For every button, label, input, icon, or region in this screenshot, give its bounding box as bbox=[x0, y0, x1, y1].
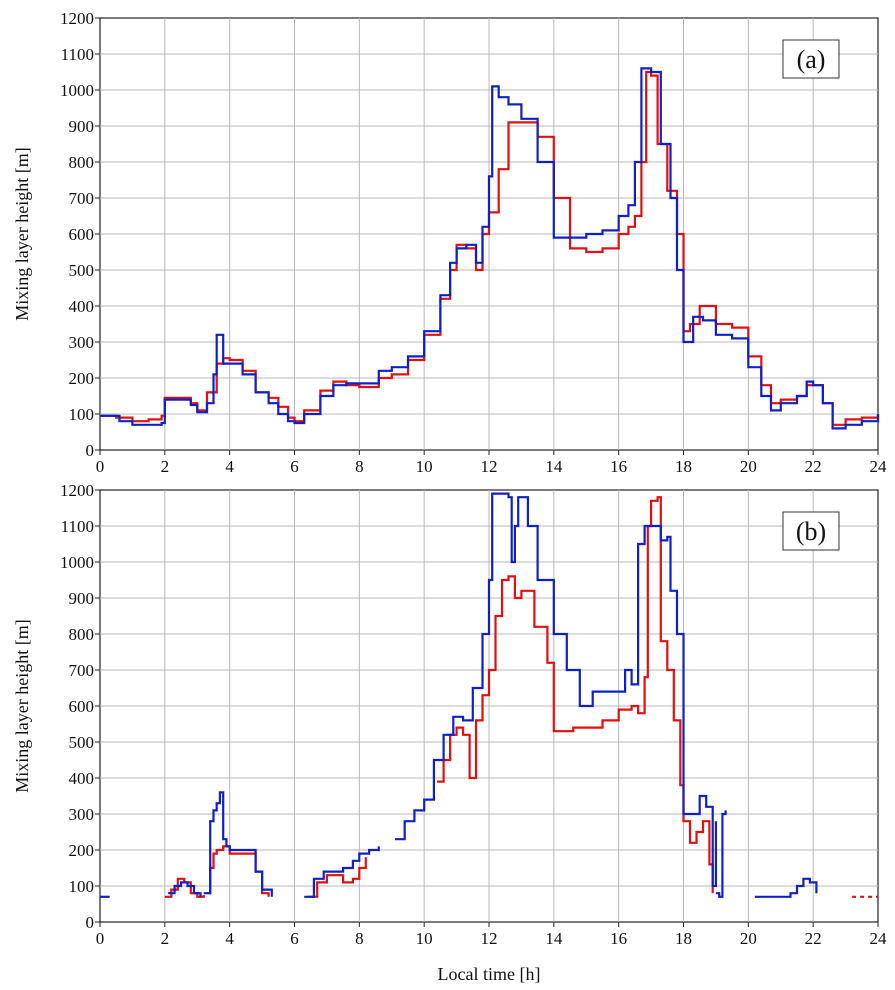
panel-b-x-tick-label: 0 bbox=[96, 929, 105, 948]
panel-b-x-tick-label: 18 bbox=[675, 929, 692, 948]
panel-b-x-tick-label: 20 bbox=[740, 929, 757, 948]
panel-b-series-2-line bbox=[395, 492, 717, 888]
panel-a-y-tick-label: 0 bbox=[86, 441, 95, 460]
panel-b-grid bbox=[100, 490, 878, 922]
panel-a-x-tick-label: 18 bbox=[675, 457, 692, 476]
panel-a-y-tick-label: 800 bbox=[69, 153, 95, 172]
panel-a-x-tick-label: 22 bbox=[805, 457, 822, 476]
panel-b-y-ticks: 0 100 200 300 400 500 600 700 800 900 1000 1100 1200 bbox=[60, 481, 100, 932]
panel-a-y-tick-label: 100 bbox=[69, 405, 95, 424]
panel-b-x-tick-label: 12 bbox=[481, 929, 498, 948]
panel-b: 0100200300400500600700800900100011001200… bbox=[12, 481, 887, 948]
panel-a-label-box: (a) bbox=[782, 39, 840, 79]
panel-a-y-tick-label: 900 bbox=[69, 117, 95, 136]
panel-b-series-2-line bbox=[304, 846, 380, 898]
panel-a-y-tick-label: 1100 bbox=[61, 45, 94, 64]
panel-b-x-tick-label: 14 bbox=[545, 929, 563, 948]
panel-a-x-tick-label: 16 bbox=[610, 457, 627, 476]
panel-a-x-tick-label: 20 bbox=[740, 457, 757, 476]
panel-b-x-tick-label: 4 bbox=[225, 929, 234, 948]
panel-b-x-tick-label: 10 bbox=[416, 929, 433, 948]
panel-b-y-tick-label: 1200 bbox=[60, 481, 94, 500]
panel-b-series-2-line bbox=[168, 881, 202, 897]
panel-a-x-tick-label: 6 bbox=[290, 457, 299, 476]
panel-b-y-tick-label: 500 bbox=[69, 733, 95, 752]
panel-b-series-1-line bbox=[307, 857, 367, 898]
panel-a-x-tick-label: 8 bbox=[355, 457, 364, 476]
panel-b-x-tick-label: 24 bbox=[870, 929, 888, 948]
x-axis-label: Local time [h] bbox=[438, 964, 541, 984]
panel-a-x-tick-label: 4 bbox=[225, 457, 234, 476]
panel-a-x-tick-label: 12 bbox=[481, 457, 498, 476]
panel-a-y-tick-label: 200 bbox=[69, 369, 95, 388]
panel-b-y-tick-label: 600 bbox=[69, 697, 95, 716]
panel-b-series-2-line bbox=[715, 810, 727, 898]
panel-b-y-tick-label: 200 bbox=[69, 841, 95, 860]
panel-b-x-tick-label: 6 bbox=[290, 929, 299, 948]
panel-b-y-tick-label: 900 bbox=[69, 589, 95, 608]
panel-b-x-ticks: 0 2 4 6 8 10 12 14 16 18 20 22 24 bbox=[96, 922, 887, 948]
panel-b-y-tick-label: 700 bbox=[69, 661, 95, 680]
panel-a-y-tick-label: 400 bbox=[69, 297, 95, 316]
panel-a-y-tick-label: 500 bbox=[69, 261, 95, 280]
panel-a-ylabel: Mixing layer height [m] bbox=[12, 147, 32, 320]
panel-b-series bbox=[100, 492, 878, 898]
panel-a-x-tick-label: 10 bbox=[416, 457, 433, 476]
panel-a-series-2-line bbox=[100, 67, 880, 430]
panel-b-x-tick-label: 2 bbox=[161, 929, 170, 948]
panel-b-y-tick-label: 1100 bbox=[61, 517, 94, 536]
panel-b-ylabel: Mixing layer height [m] bbox=[12, 619, 32, 792]
panel-b-y-tick-label: 300 bbox=[69, 805, 95, 824]
panel-a-series bbox=[100, 67, 880, 430]
panel-b-y-tick-label: 1000 bbox=[60, 553, 94, 572]
panel-b-y-tick-label: 800 bbox=[69, 625, 95, 644]
panel-b-label: (b) bbox=[796, 517, 826, 546]
panel-a-y-tick-label: 300 bbox=[69, 333, 95, 352]
panel-a: 0100200300400500600700800900100011001200… bbox=[12, 9, 887, 476]
panel-a-y-tick-label: 1200 bbox=[60, 9, 94, 28]
panel-a-x-tick-label: 24 bbox=[870, 457, 888, 476]
panel-b-y-tick-label: 0 bbox=[86, 913, 95, 932]
panel-a-x-tick-label: 0 bbox=[96, 457, 105, 476]
panel-b-x-tick-label: 16 bbox=[610, 929, 627, 948]
panel-a-y-tick-label: 600 bbox=[69, 225, 95, 244]
panel-b-x-tick-label: 8 bbox=[355, 929, 364, 948]
panel-a-x-ticks: 0 2 4 6 8 10 12 14 16 18 20 22 24 bbox=[96, 450, 887, 476]
panel-b-label-box: (b) bbox=[782, 511, 840, 551]
panel-b-series-2-line bbox=[754, 877, 818, 898]
panel-b-y-tick-label: 100 bbox=[69, 877, 95, 896]
panel-a-x-tick-label: 14 bbox=[545, 457, 563, 476]
panel-b-series-1-line bbox=[437, 496, 714, 894]
panel-a-y-tick-label: 1000 bbox=[60, 81, 94, 100]
panel-a-y-tick-label: 700 bbox=[69, 189, 95, 208]
panel-a-x-tick-label: 2 bbox=[161, 457, 170, 476]
panel-b-series-2-line bbox=[203, 791, 273, 897]
panel-a-label: (a) bbox=[797, 45, 826, 74]
panel-a-y-ticks: 0 100 200 300 400 500 600 700 800 900 1000 1100 1200 bbox=[60, 9, 100, 460]
panel-b-y-tick-label: 400 bbox=[69, 769, 95, 788]
panel-b-x-tick-label: 22 bbox=[805, 929, 822, 948]
